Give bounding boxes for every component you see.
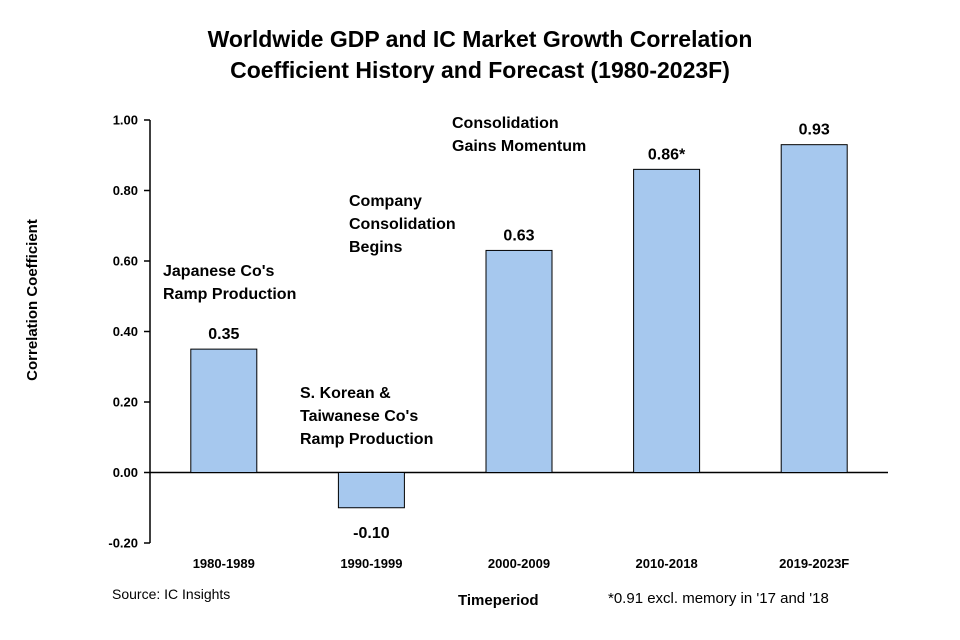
y-axis-label: Correlation Coefficient <box>24 219 41 381</box>
y-tick-label: 0.00 <box>113 465 138 480</box>
x-tick-label: 1980-1989 <box>193 556 255 571</box>
data-label: -0.10 <box>353 525 390 542</box>
y-tick-label: 0.40 <box>113 324 138 339</box>
chart-axes: 1.00 0.80 0.60 0.40 0.20 0.00 -0.20 <box>108 113 888 551</box>
bar-2019-2023F <box>780 144 848 474</box>
source-note: Source: IC Insights <box>112 586 231 602</box>
y-tick-label: 0.20 <box>113 395 138 410</box>
data-label: 0.63 <box>503 227 534 244</box>
bar-2000-2009 <box>485 249 553 473</box>
annotation-korean-taiwanese-ramp: S. Korean & Taiwanese Co's Ramp Producti… <box>300 385 434 448</box>
chart-title-line-1: Worldwide GDP and IC Market Growth Corre… <box>207 26 753 52</box>
annotation-japanese-ramp: Japanese Co's Ramp Production <box>163 263 297 303</box>
chart-title-line-2: Coefficient History and Forecast (1980-2… <box>230 57 730 83</box>
x-axis-label: Timeperiod <box>458 592 539 609</box>
data-label: 0.86* <box>648 146 686 163</box>
x-tick-label: 1990-1999 <box>340 556 402 571</box>
chart-bars <box>190 144 848 509</box>
annotation-company-consolidation: Company Consolidation Begins <box>349 193 456 256</box>
x-tick-label: 2010-2018 <box>636 556 698 571</box>
y-tick-label: -0.20 <box>108 536 138 551</box>
y-tick-label: 0.80 <box>113 183 138 198</box>
chart-labels: 0.35 1980-1989 -0.10 1990-1999 0.63 2000-2009… <box>193 122 850 571</box>
data-label: 0.35 <box>208 326 239 343</box>
bar-2010-2018 <box>633 168 701 473</box>
annotation-consolidation-momentum: Consolidation Gains Momentum <box>452 115 587 155</box>
y-tick-label: 1.00 <box>113 113 138 128</box>
x-tick-label: 2019-2023F <box>779 556 849 571</box>
bar-1980-1989 <box>190 348 258 473</box>
bar-1990-1999 <box>337 472 405 509</box>
data-label: 0.93 <box>799 122 830 139</box>
y-tick-label: 0.60 <box>113 254 138 269</box>
x-tick-label: 2000-2009 <box>488 556 550 571</box>
footnote: *0.91 excl. memory in '17 and '18 <box>608 590 829 607</box>
